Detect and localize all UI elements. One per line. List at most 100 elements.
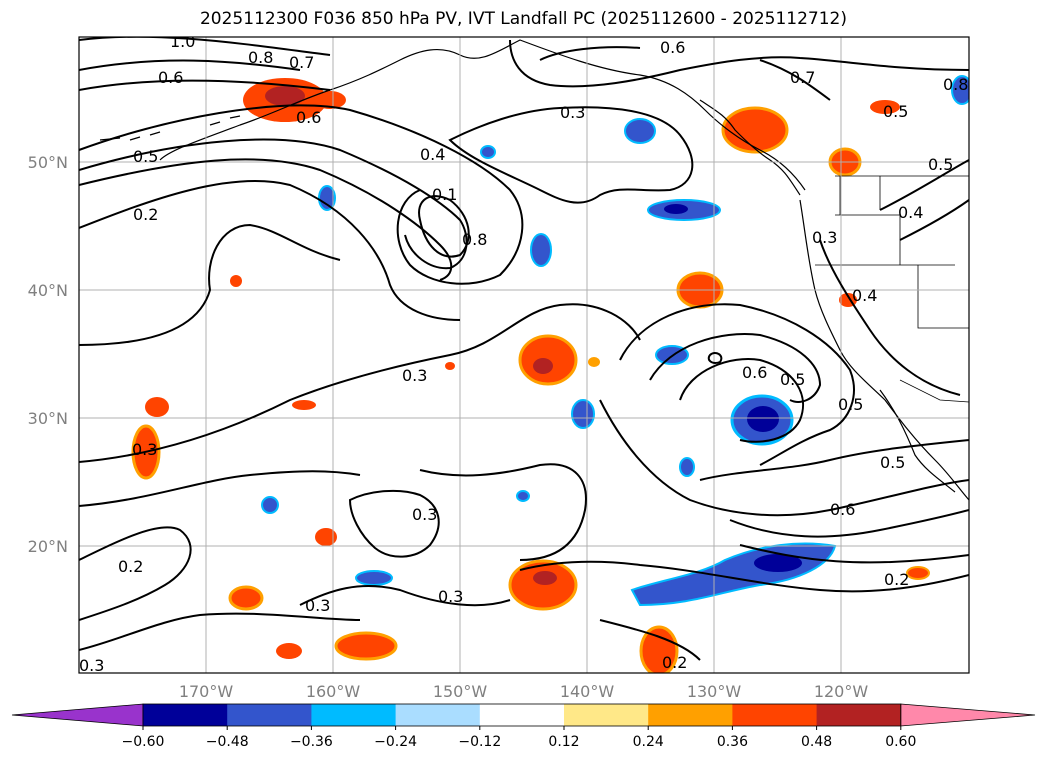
contour-label: 0.8 (462, 230, 487, 249)
pv-negative-blob (516, 490, 530, 502)
pv-negative-blob (951, 75, 969, 105)
lon-label: 160°W (306, 682, 361, 701)
pv-positive-blob (276, 643, 302, 659)
colorbar-outline (142, 703, 902, 727)
colorbar-tick-label: 0.12 (548, 734, 579, 750)
contour-labels: 1.0 0.8 0.7 0.6 0.6 0.5 0.2 0.3 0.4 0.1 … (79, 32, 968, 673)
pv-positive-core (533, 571, 557, 585)
colorbar-tick-label: 0.48 (801, 734, 832, 750)
contour-label: 0.3 (132, 440, 157, 459)
contour-label: 0.5 (133, 147, 158, 166)
alaska-coast (159, 39, 806, 191)
lon-label: 170°W (179, 682, 234, 701)
latitude-labels: 50°N 40°N 30°N 20°N (28, 153, 68, 556)
pv-negative-core (754, 554, 802, 572)
baja-coast (879, 389, 956, 493)
pv-positive-blob (292, 400, 316, 410)
map-frame (78, 36, 970, 674)
colorbar-segment (732, 704, 818, 726)
pv-negative-blob (624, 118, 656, 144)
contour-label: 0.2 (662, 653, 687, 672)
contour-label: 0.4 (898, 203, 923, 222)
contour-label: 0.6 (830, 500, 855, 519)
lat-label: 40°N (28, 281, 68, 300)
pv-positive-core (533, 358, 553, 374)
contour-label: 0.3 (305, 596, 330, 615)
map-title: 2025112300 F036 850 hPa PV, IVT Landfall… (199, 9, 847, 29)
contour-label: 0.6 (158, 68, 183, 87)
pv-negative-core (747, 406, 779, 432)
contour-label: 0.3 (402, 366, 427, 385)
contour-label: 1.0 (170, 32, 195, 51)
lat-label: 30°N (28, 409, 68, 428)
pv-positive-blob (445, 362, 455, 370)
coastlines (99, 39, 969, 501)
bc-coast (699, 99, 801, 196)
colorbar-extend-high (900, 703, 1036, 727)
pv-negative-core (664, 204, 688, 214)
pv-negative-blob (530, 233, 552, 267)
contour-label: 0.3 (438, 587, 463, 606)
contour-label: 0.2 (884, 570, 909, 589)
pv-positive-blob (230, 275, 242, 287)
pv-positive-blob (906, 566, 930, 580)
contour-label: 0.6 (742, 363, 767, 382)
contour-label: 0.5 (928, 155, 953, 174)
colorbar-tick-label: −0.12 (458, 734, 501, 750)
lon-label: 130°W (687, 682, 742, 701)
contour-label: 0.7 (790, 68, 815, 87)
contour-label: 0.7 (289, 53, 314, 72)
contour-label: 0.3 (812, 228, 837, 247)
colorbar-tick-label: 0.24 (633, 734, 664, 750)
pv-negative-blob (571, 399, 595, 429)
colorbar-segment (479, 704, 565, 726)
pv-negative-blob (480, 145, 496, 159)
colorbar-extend-low (11, 703, 144, 727)
lon-label: 120°W (814, 682, 869, 701)
contour-label: 0.2 (118, 557, 143, 576)
pv-negative-blob (261, 496, 279, 514)
contour-label: 0.4 (852, 286, 877, 305)
lon-label: 150°W (433, 682, 488, 701)
colorbar-segment (143, 704, 228, 726)
contour-label: 0.6 (660, 38, 685, 57)
pv-negative-blob (679, 457, 695, 477)
pv-positive-blob (145, 397, 169, 417)
contour-label: 0.3 (412, 505, 437, 524)
colorbar-tick-label: −0.48 (206, 734, 249, 750)
colorbar-segment (564, 704, 649, 726)
contour-label: 0.2 (133, 205, 158, 224)
borders (815, 175, 969, 403)
colorbar-tick-label: −0.36 (290, 734, 333, 750)
contour-label: 0.4 (420, 145, 445, 164)
colorbar-tick-label: 0.60 (885, 734, 916, 750)
longitude-labels: 170°W 160°W 150°W 140°W 130°W 120°W (179, 682, 869, 701)
contour-label: 0.8 (248, 48, 273, 67)
pv-positive-blob (314, 91, 346, 109)
colorbar-tick-label: −0.60 (122, 734, 165, 750)
pv-positive-blob (639, 625, 679, 673)
lat-label: 20°N (28, 537, 68, 556)
contour-label: 0.3 (560, 103, 585, 122)
gridlines (79, 37, 969, 673)
colorbar-segment (227, 704, 312, 726)
contour-label: 0.5 (880, 453, 905, 472)
colorbar-tick-label: −0.24 (374, 734, 417, 750)
pv-positive-blob (228, 585, 264, 611)
colorbar-segment (395, 704, 481, 726)
contour-label: 0.5 (780, 370, 805, 389)
us-west-coast (799, 199, 969, 501)
ivt-contours (79, 37, 969, 661)
pv-negative-blob (355, 570, 393, 586)
pv-positive-blob (870, 100, 900, 114)
pv-positive-blob (721, 106, 789, 154)
contour-label: 0.1 (432, 185, 457, 204)
colorbar: −0.60 −0.48 −0.36 −0.24 −0.12 0.12 0.24 0.36 0.4… (11, 703, 1036, 750)
pv-positive-blob (508, 559, 578, 611)
contour-label: 0.5 (838, 395, 863, 414)
colorbar-segment (648, 704, 733, 726)
colorbar-segment (311, 704, 397, 726)
colorbar-segment (816, 704, 902, 726)
contour-label: 0.5 (883, 102, 908, 121)
